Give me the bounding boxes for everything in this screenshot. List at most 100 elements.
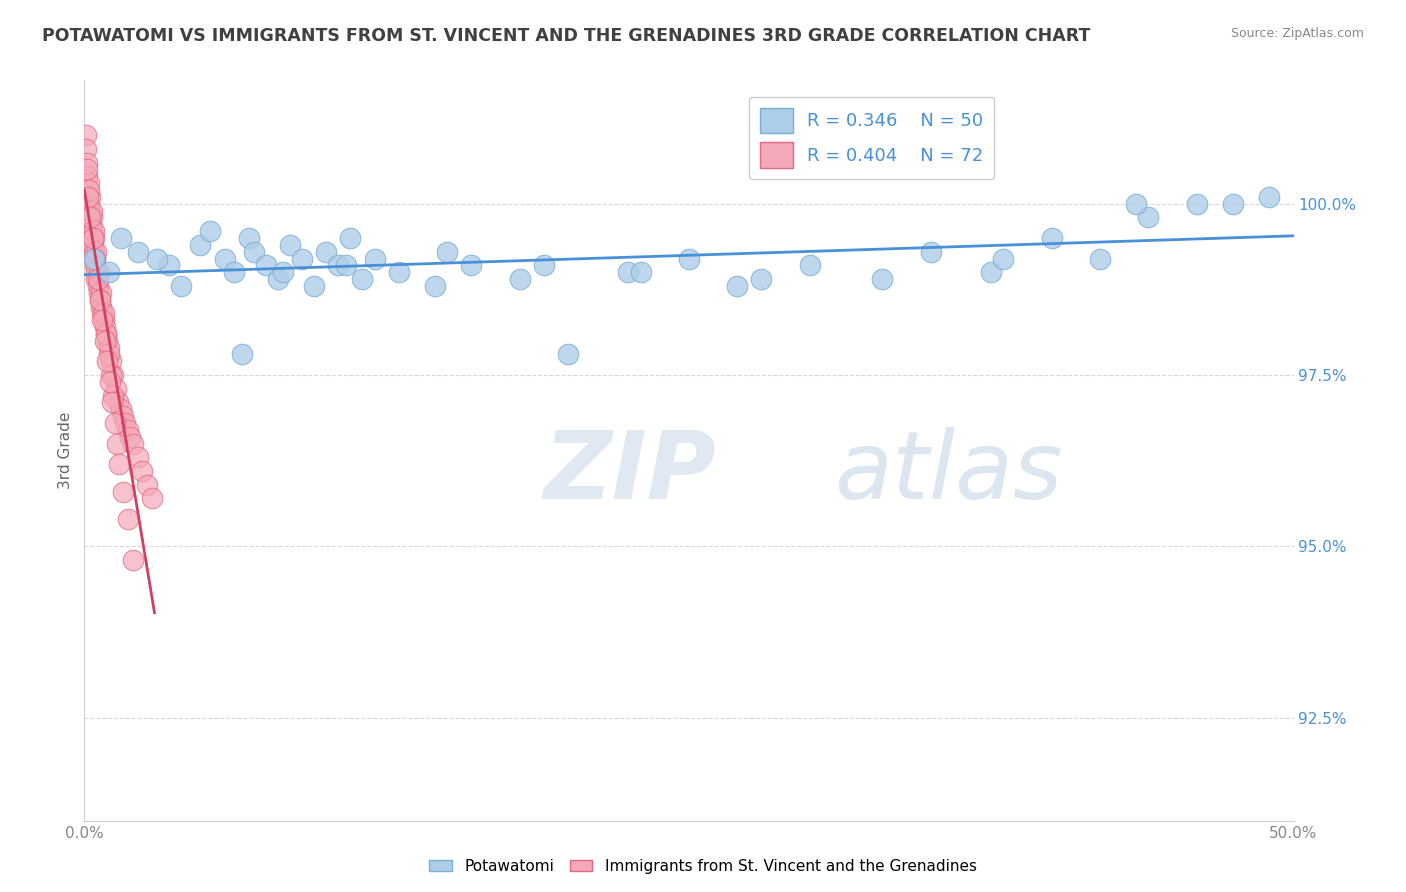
Point xyxy=(84,252,107,266)
Point xyxy=(110,231,132,245)
Point xyxy=(76,162,98,177)
Point xyxy=(302,279,325,293)
Point xyxy=(105,436,128,450)
Y-axis label: 3rd Grade: 3rd Grade xyxy=(58,412,73,489)
Point xyxy=(77,190,100,204)
Point xyxy=(83,231,105,245)
Point xyxy=(83,244,105,259)
Point xyxy=(127,450,149,465)
Point xyxy=(993,252,1015,266)
Point xyxy=(83,252,105,266)
Point xyxy=(751,272,773,286)
Point xyxy=(872,272,894,286)
Point xyxy=(90,300,112,314)
Point xyxy=(557,347,579,361)
Point xyxy=(388,265,411,279)
Point xyxy=(271,265,294,279)
Point xyxy=(436,244,458,259)
Point xyxy=(100,368,122,382)
Point xyxy=(82,224,104,238)
Point xyxy=(170,279,193,293)
Point xyxy=(157,259,180,273)
Point xyxy=(108,457,131,471)
Point xyxy=(198,224,221,238)
Point xyxy=(112,409,135,424)
Point xyxy=(920,244,942,259)
Point xyxy=(96,354,118,368)
Point xyxy=(89,293,111,307)
Point xyxy=(89,293,111,307)
Point xyxy=(121,553,143,567)
Point xyxy=(76,169,98,184)
Point xyxy=(93,306,115,320)
Point xyxy=(94,326,117,341)
Point xyxy=(127,244,149,259)
Point xyxy=(136,477,159,491)
Point xyxy=(97,341,120,355)
Point xyxy=(86,272,108,286)
Point xyxy=(224,265,246,279)
Text: atlas: atlas xyxy=(834,427,1063,518)
Point xyxy=(328,259,350,273)
Point xyxy=(86,272,108,286)
Point xyxy=(79,211,101,225)
Point xyxy=(104,416,127,430)
Point xyxy=(84,259,107,273)
Point xyxy=(141,491,163,506)
Point xyxy=(76,155,98,169)
Point xyxy=(363,252,385,266)
Point xyxy=(146,252,169,266)
Point xyxy=(100,354,122,368)
Point xyxy=(617,265,640,279)
Point xyxy=(98,375,121,389)
Point xyxy=(238,231,260,245)
Point xyxy=(103,368,125,382)
Point xyxy=(231,347,253,361)
Point xyxy=(101,395,124,409)
Point xyxy=(1040,231,1063,245)
Point xyxy=(190,237,212,252)
Point xyxy=(77,183,100,197)
Point xyxy=(267,272,290,286)
Point xyxy=(339,231,361,245)
Point xyxy=(120,430,142,444)
Point xyxy=(79,190,101,204)
Point xyxy=(107,395,129,409)
Point xyxy=(77,176,100,190)
Point xyxy=(80,211,103,225)
Point xyxy=(93,313,115,327)
Legend: Potawatomi, Immigrants from St. Vincent and the Grenadines: Potawatomi, Immigrants from St. Vincent … xyxy=(423,853,983,880)
Text: ZIP: ZIP xyxy=(544,426,717,518)
Text: POTAWATOMI VS IMMIGRANTS FROM ST. VINCENT AND THE GRENADINES 3RD GRADE CORRELATI: POTAWATOMI VS IMMIGRANTS FROM ST. VINCEN… xyxy=(42,27,1091,45)
Point xyxy=(1258,190,1281,204)
Point xyxy=(96,334,118,348)
Point xyxy=(80,203,103,218)
Point xyxy=(91,313,114,327)
Point xyxy=(91,306,114,320)
Point xyxy=(117,512,139,526)
Point xyxy=(77,196,100,211)
Point xyxy=(110,402,132,417)
Point xyxy=(1185,196,1208,211)
Point xyxy=(278,237,301,252)
Point xyxy=(84,265,107,279)
Point xyxy=(94,334,117,348)
Point xyxy=(97,265,120,279)
Point xyxy=(423,279,446,293)
Point xyxy=(121,436,143,450)
Point xyxy=(254,259,277,273)
Point xyxy=(335,259,357,273)
Point xyxy=(533,259,555,273)
Point xyxy=(242,244,264,259)
Point xyxy=(83,224,105,238)
Point xyxy=(82,237,104,252)
Point xyxy=(799,259,821,273)
Point xyxy=(1125,196,1147,211)
Point xyxy=(103,389,125,403)
Point xyxy=(104,382,127,396)
Point xyxy=(97,347,120,361)
Point xyxy=(509,272,531,286)
Point xyxy=(86,279,108,293)
Point xyxy=(980,265,1002,279)
Point xyxy=(131,464,153,478)
